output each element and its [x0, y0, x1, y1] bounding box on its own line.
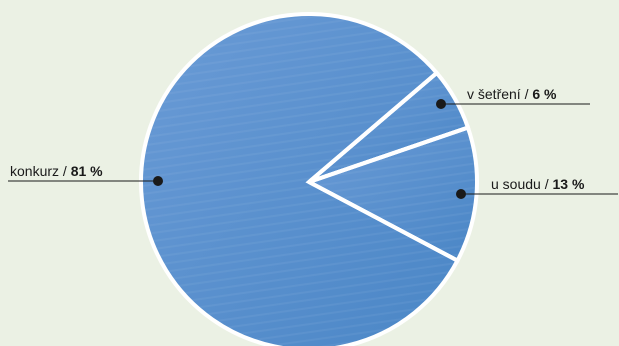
- callout-u-soudu: u soudu / 13 %: [456, 176, 618, 199]
- label-separator: /: [541, 176, 553, 192]
- callout-label: v šetření / 6 %: [467, 86, 557, 102]
- callout-konkurz: konkurz / 81 %: [8, 163, 163, 186]
- callout-dot: [456, 189, 466, 199]
- callout-dot: [153, 176, 163, 186]
- slices-layer: [139, 12, 479, 346]
- callout-label: konkurz / 81 %: [10, 163, 103, 179]
- pie-slice-texture: [309, 72, 468, 182]
- slice-name-label: konkurz: [10, 163, 59, 179]
- pie-slice-texture: [309, 127, 478, 261]
- label-separator: /: [59, 163, 71, 179]
- pie-slice-texture: [141, 14, 458, 346]
- slice-name-label: u soudu: [491, 176, 541, 192]
- callout-dot: [436, 99, 446, 109]
- slice-value-label: 81 %: [71, 163, 103, 179]
- slice-divider: [308, 180, 459, 263]
- callout-v-šetření: v šetření / 6 %: [436, 86, 590, 109]
- slice-value-label: 6 %: [532, 86, 557, 102]
- slice-divider: [307, 71, 439, 184]
- slice-value-label: 13 %: [553, 176, 585, 192]
- slice-divider: [308, 125, 469, 184]
- slice-name-label: v šetření: [467, 86, 521, 102]
- pie-outline: [139, 12, 479, 346]
- label-separator: /: [521, 86, 533, 102]
- callouts-layer: konkurz / 81 % v šetření / 6 % u soudu / 1…: [8, 86, 618, 199]
- callout-label: u soudu / 13 %: [491, 176, 585, 192]
